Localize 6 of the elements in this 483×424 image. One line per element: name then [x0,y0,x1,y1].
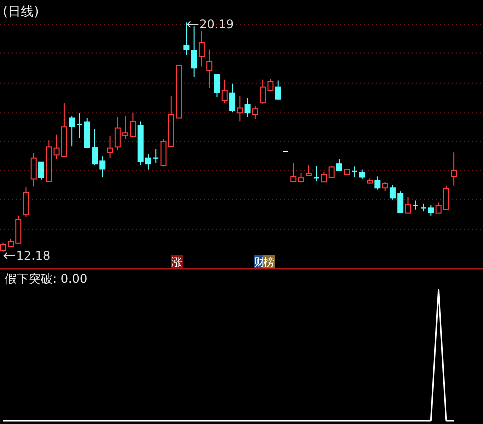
annotation: 20.19 [200,18,234,32]
chart-title: 假下突破: 0.00 [5,272,88,286]
annotation: 12.18 [16,249,51,263]
marker-label: 涨 [171,255,183,269]
marker-label: 榜 [263,255,275,269]
chart-title: (日线) [3,5,40,20]
